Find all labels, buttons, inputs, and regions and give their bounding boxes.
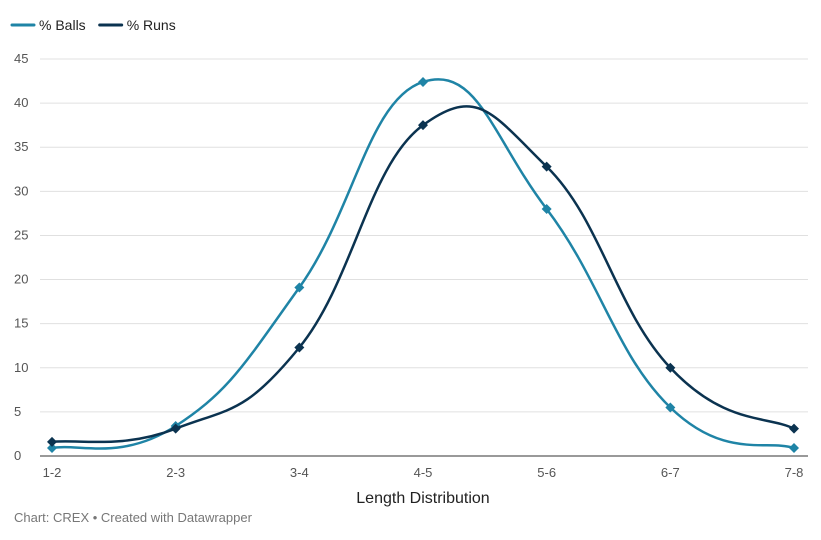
x-tick-label: 3-4 (290, 465, 309, 480)
series-runs (47, 105, 799, 447)
y-axis-ticks: 0 5 10 15 20 25 30 35 40 45 (14, 51, 28, 463)
data-point-marker (170, 423, 181, 434)
series-balls (47, 76, 799, 454)
data-point-marker (418, 120, 428, 131)
x-tick-label: 7-8 (785, 465, 804, 480)
data-point-marker (294, 282, 305, 293)
y-tick-label: 15 (14, 316, 28, 331)
x-tick-label: 1-2 (43, 465, 62, 480)
x-axis-ticks: 1-2 2-3 3-4 4-5 5-6 6-7 7-8 (43, 465, 804, 480)
y-tick-label: 45 (14, 51, 28, 66)
y-tick-label: 30 (14, 183, 28, 198)
x-axis-label: Length Distribution (356, 490, 489, 507)
data-point-marker (541, 161, 552, 172)
data-point-marker (665, 362, 676, 373)
x-tick-label: 5-6 (537, 465, 556, 480)
y-tick-label: 0 (14, 448, 21, 463)
y-tick-label: 40 (14, 95, 28, 110)
x-tick-label: 2-3 (166, 465, 185, 480)
series-line (50, 105, 796, 444)
y-tick-label: 20 (14, 272, 28, 287)
x-tick-label: 4-5 (414, 465, 433, 480)
y-tick-label: 5 (14, 404, 21, 419)
y-tick-label: 10 (14, 360, 28, 375)
data-point-marker (294, 342, 305, 353)
legend: % Balls % Runs (10, 17, 176, 33)
legend-label: % Runs (127, 17, 176, 33)
data-point-marker (789, 423, 799, 434)
legend-label: % Balls (39, 17, 86, 33)
x-tick-label: 6-7 (661, 465, 680, 480)
y-tick-label: 25 (14, 227, 28, 242)
chart-source-footer: Chart: CREX • Created with Datawrapper (14, 510, 252, 525)
data-point-marker (418, 76, 428, 87)
data-point-marker (789, 443, 799, 454)
data-point-marker (47, 436, 57, 447)
data-point-marker (541, 203, 552, 214)
data-point-marker (665, 402, 676, 413)
data-point-marker (47, 443, 57, 454)
y-tick-label: 35 (14, 139, 28, 154)
series-line (50, 78, 796, 450)
series-group (47, 76, 799, 454)
gridlines (40, 58, 808, 413)
legend-item: % Balls (10, 17, 86, 33)
legend-item: % Runs (98, 17, 176, 33)
